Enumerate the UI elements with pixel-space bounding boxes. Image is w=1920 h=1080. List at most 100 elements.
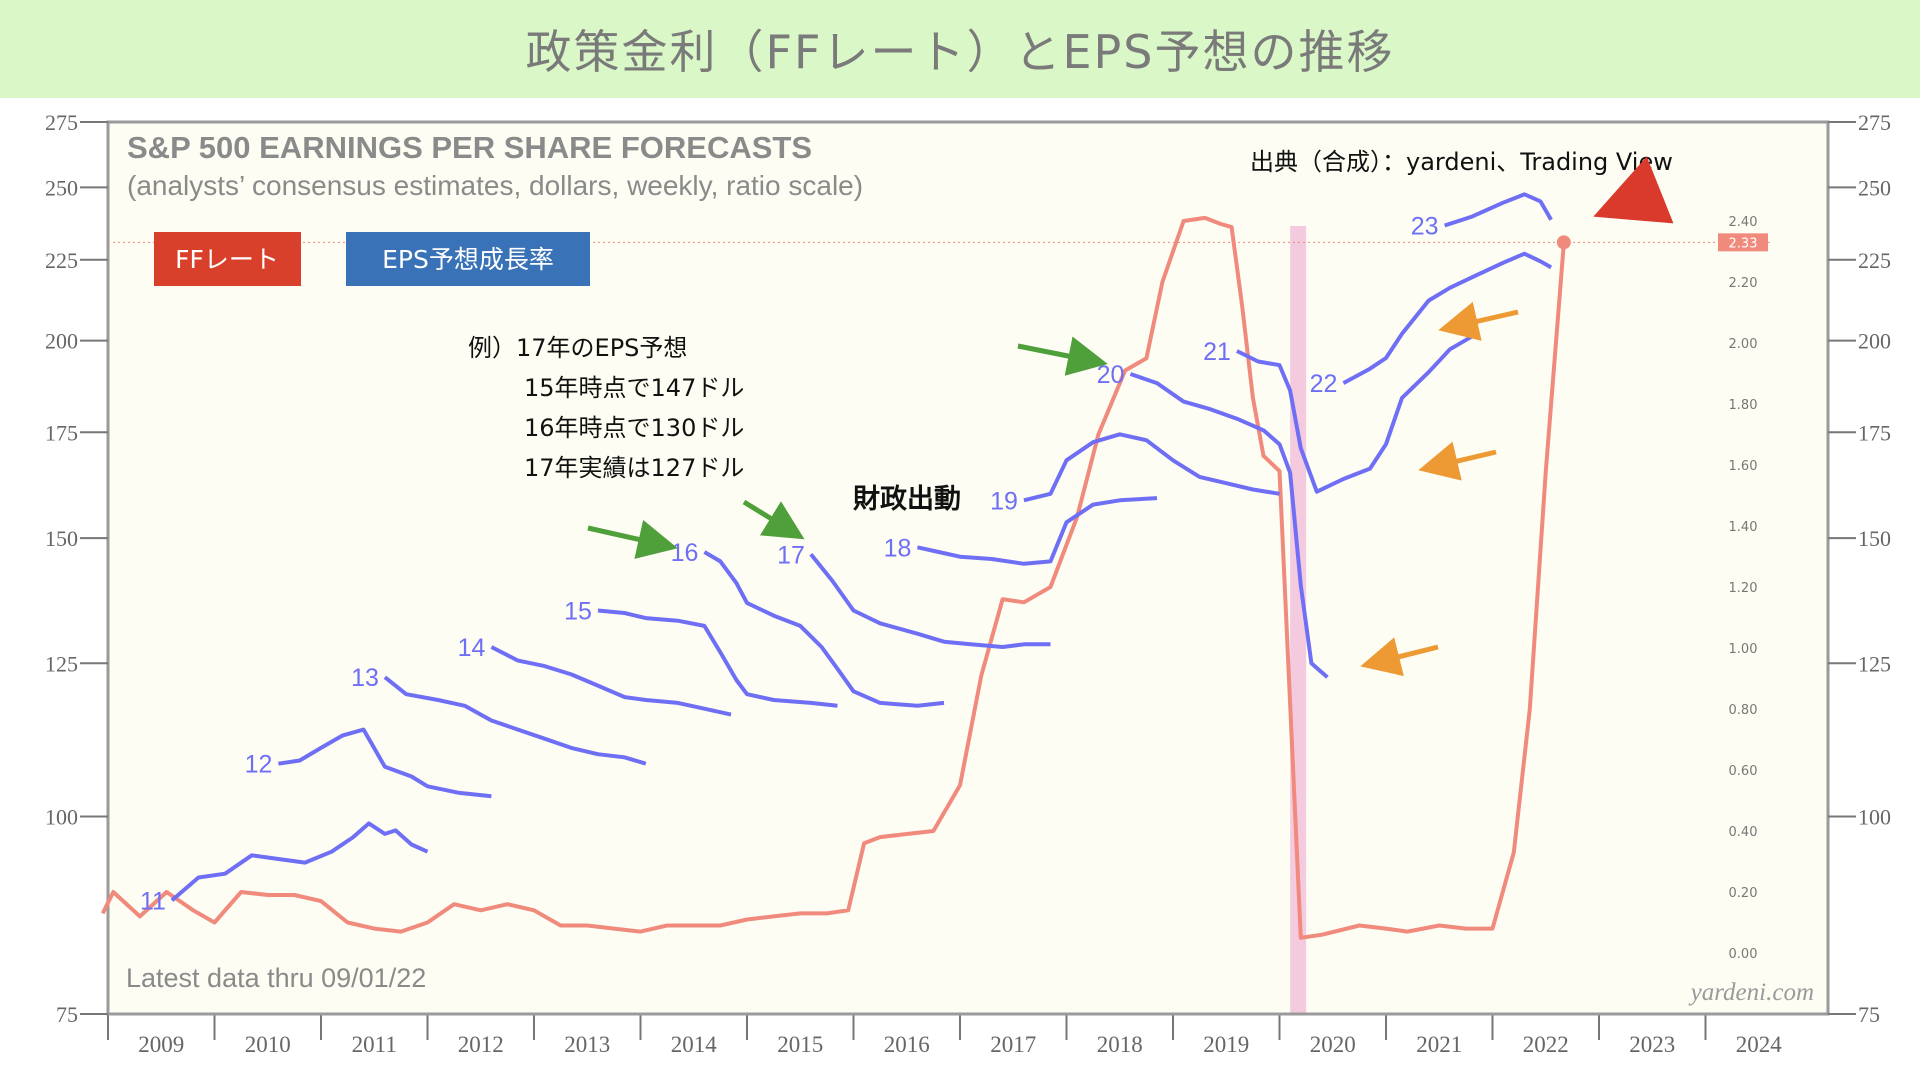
right-tick-label: 250 (1858, 175, 1891, 200)
eps-line-label-13: 13 (351, 664, 379, 692)
right-tick-label: 125 (1858, 651, 1891, 676)
eps-line-label-23: 23 (1411, 213, 1439, 241)
x-tick-label: 2012 (458, 1032, 504, 1057)
left-tick-label: 175 (45, 420, 78, 445)
ff-current-value-badge (1718, 233, 1768, 252)
page-title: 政策金利（FFレート）とEPS予想の推移 (525, 25, 1395, 79)
right-tick-label: 275 (1858, 110, 1891, 135)
eps-line-22 (1342, 251, 1553, 385)
ff-axis-tick-label: 2.20 (1729, 276, 1758, 291)
x-tick-label: 2011 (352, 1032, 397, 1057)
right-tick-label: 150 (1858, 526, 1891, 551)
title-banner: 政策金利（FFレート）とEPS予想の推移 (0, 0, 1920, 98)
eps-line-17 (809, 553, 1051, 649)
red-arrow-23 (1593, 156, 1674, 224)
annotation-line-2: 15年時点で147ドル (524, 374, 744, 402)
x-tick-label: 2017 (990, 1032, 1036, 1057)
footnote-latest-data: Latest data thru 09/01/22 (126, 963, 426, 993)
green-arrow-20 (1017, 336, 1108, 376)
right-axis: 75 100 125 150 175 200 225 250 275 (1828, 110, 1891, 1027)
example-annotation: 例）17年のEPS予想 15年時点で147ドル 16年時点で130ドル 17年実… (468, 334, 744, 482)
left-tick-label: 225 (45, 248, 78, 273)
eps-line-label-19: 19 (990, 487, 1018, 515)
eps-line-label-11: 11 (140, 887, 166, 915)
legend-swatch-ff-rate (154, 232, 301, 286)
eps-line-label-17: 17 (777, 541, 805, 569)
eps-line-label-20: 20 (1097, 361, 1125, 389)
x-tick-label: 2009 (138, 1032, 184, 1057)
eps-line-23 (1443, 192, 1553, 228)
ff-current-value-label: 2.33 (1729, 236, 1758, 251)
eps-line-15 (597, 608, 838, 708)
ff-axis-tick-label: 0.80 (1729, 703, 1758, 718)
ff-axis-tick-label: 0.20 (1729, 886, 1758, 901)
eps-forecast-layer: 11 12 13 14 15 16 17 18 19 20 21 22 23 (140, 192, 1553, 915)
legend-label-ff-rate: FFレート (175, 245, 279, 274)
right-tick-label: 100 (1858, 804, 1891, 829)
legend-label-eps-growth: EPS予想成長率 (382, 245, 554, 274)
x-tick-label: 2021 (1416, 1032, 1462, 1057)
orange-arrow-21 (1418, 441, 1497, 481)
ff-axis-tick-label: 0.40 (1729, 825, 1758, 840)
ff-rate-axis: 0.00 0.20 0.40 0.60 0.80 1.00 1.20 1.40 1.60 1.80… (1718, 215, 1768, 962)
ff-axis-tick-label: 1.40 (1729, 520, 1758, 535)
x-tick-label: 2015 (777, 1032, 823, 1057)
x-tick-label: 2019 (1203, 1032, 1249, 1057)
right-tick-label: 75 (1858, 1002, 1880, 1027)
left-tick-label: 100 (45, 804, 78, 829)
eps-line-21 (1236, 332, 1478, 494)
x-tick-label: 2013 (564, 1032, 610, 1057)
left-tick-label: 75 (56, 1002, 78, 1027)
legend-swatch-eps-growth (346, 232, 590, 286)
green-arrow-17 (742, 499, 805, 540)
callout-arrows (587, 156, 1674, 677)
eps-line-12 (278, 727, 492, 799)
eps-line-20 (1129, 372, 1329, 679)
x-tick-label: 2016 (884, 1032, 930, 1057)
fiscal-stimulus-label: 財政出動 (853, 484, 961, 515)
eps-line-13 (383, 675, 647, 766)
chart-title: S&P 500 EARNINGS PER SHARE FORECASTS (127, 130, 812, 165)
ff-axis-tick-label: 0.00 (1729, 947, 1758, 962)
ff-axis-tick-label: 1.80 (1729, 398, 1758, 413)
ff-axis-tick-label: 1.00 (1729, 642, 1758, 657)
eps-line-11 (170, 821, 429, 902)
eps-line-label-22: 22 (1310, 370, 1338, 398)
x-tick-label: 2018 (1097, 1032, 1143, 1057)
eps-line-label-15: 15 (564, 597, 592, 625)
ff-rate-line (100, 215, 1566, 940)
orange-arrow-20 (1360, 637, 1439, 677)
x-tick-label: 2014 (671, 1032, 718, 1057)
annotation-line-4: 17年実績は127ドル (524, 454, 744, 482)
left-tick-label: 275 (45, 110, 78, 135)
x-tick-label: 2020 (1310, 1032, 1356, 1057)
eps-line-19 (1023, 432, 1280, 503)
ff-axis-tick-label: 2.40 (1729, 215, 1758, 230)
right-tick-label: 175 (1858, 420, 1891, 445)
eps-line-14 (490, 645, 732, 717)
left-axis: 75 100 125 150 175 200 225 250 275 (45, 110, 108, 1027)
left-tick-label: 200 (45, 329, 78, 354)
ff-rate-endpoint (1556, 235, 1571, 250)
right-tick-label: 225 (1858, 248, 1891, 273)
orange-arrow-22 (1438, 301, 1519, 341)
x-tick-label: 2024 (1736, 1032, 1783, 1057)
eps-line-18 (916, 496, 1158, 566)
eps-ff-chart: 75 100 125 150 175 200 225 250 275 75 100 125 150 17… (45, 110, 1891, 1057)
eps-line-label-21: 21 (1203, 338, 1231, 366)
green-arrow-16 (587, 519, 678, 559)
ff-axis-tick-label: 0.60 (1729, 764, 1758, 779)
annotation-line-3: 16年時点で130ドル (524, 414, 744, 442)
right-tick-label: 200 (1858, 329, 1891, 354)
x-tick-label: 2023 (1629, 1032, 1675, 1057)
ff-rate-layer (100, 215, 1571, 940)
ff-axis-tick-label: 1.20 (1729, 581, 1758, 596)
eps-line-label-16: 16 (671, 539, 699, 567)
eps-line-16 (703, 550, 945, 708)
ff-axis-tick-label: 2.00 (1729, 337, 1758, 352)
eps-line-label-14: 14 (458, 634, 486, 662)
left-tick-label: 125 (45, 651, 78, 676)
chart-subtitle: (analysts’ consensus estimates, dollars,… (127, 170, 863, 201)
x-axis: 2009 2010 2011 2012 2013 2014 2015 2016 2017 2018… (107, 1012, 1812, 1057)
ff-axis-tick-label: 1.60 (1729, 459, 1758, 474)
